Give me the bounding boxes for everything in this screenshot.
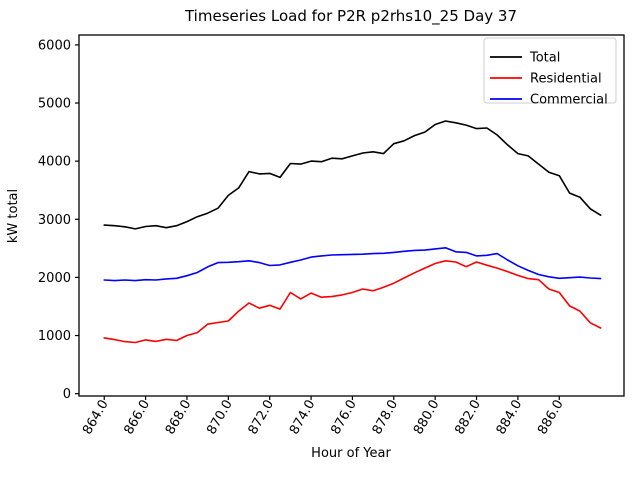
legend-entry-total: Total	[490, 51, 560, 66]
axes-box	[78, 34, 625, 397]
series-line-commercial	[103, 247, 602, 282]
y-tick-label: 4000	[38, 155, 71, 170]
legend-entry-residential: Residential	[490, 72, 602, 87]
y-tick-label: 0	[63, 387, 71, 402]
y-tick-label: 6000	[38, 38, 71, 53]
legend: Total Residential Commercial	[483, 37, 617, 108]
legend-label: Residential	[530, 72, 602, 87]
x-tick-label: 872.0	[246, 398, 278, 438]
x-tick-label: 874.0	[287, 398, 319, 438]
y-tick-label: 5000	[38, 97, 71, 112]
x-tick-label: 866.0	[121, 398, 153, 438]
x-tick-label: 886.0	[535, 398, 567, 438]
x-tick-label: 868.0	[163, 398, 195, 438]
x-tick-label: 882.0	[452, 398, 484, 438]
x-tick-label: 876.0	[328, 398, 360, 438]
x-tick-label: 884.0	[494, 398, 526, 438]
legend-label: Commercial	[530, 93, 608, 108]
series-line-residential	[103, 259, 602, 344]
x-tick-label: 880.0	[411, 398, 443, 438]
y-tick-label: 2000	[38, 271, 71, 286]
legend-box	[483, 37, 617, 104]
y-tick-label: 3000	[38, 213, 71, 228]
x-axis-label: Hour of Year	[311, 446, 391, 461]
y-axis-label: kW total	[6, 189, 21, 243]
legend-entry-commercial: Commercial	[490, 93, 608, 108]
y-tick-label: 1000	[38, 329, 71, 344]
x-tick-label: 870.0	[204, 398, 236, 438]
series-line-total	[103, 120, 602, 230]
x-tick-label: 878.0	[370, 398, 402, 438]
chart-title: Timeseries Load for P2R p2rhs10_25 Day 3…	[184, 7, 517, 26]
legend-label: Total	[529, 51, 560, 66]
x-tick-label: 864.0	[80, 398, 112, 438]
